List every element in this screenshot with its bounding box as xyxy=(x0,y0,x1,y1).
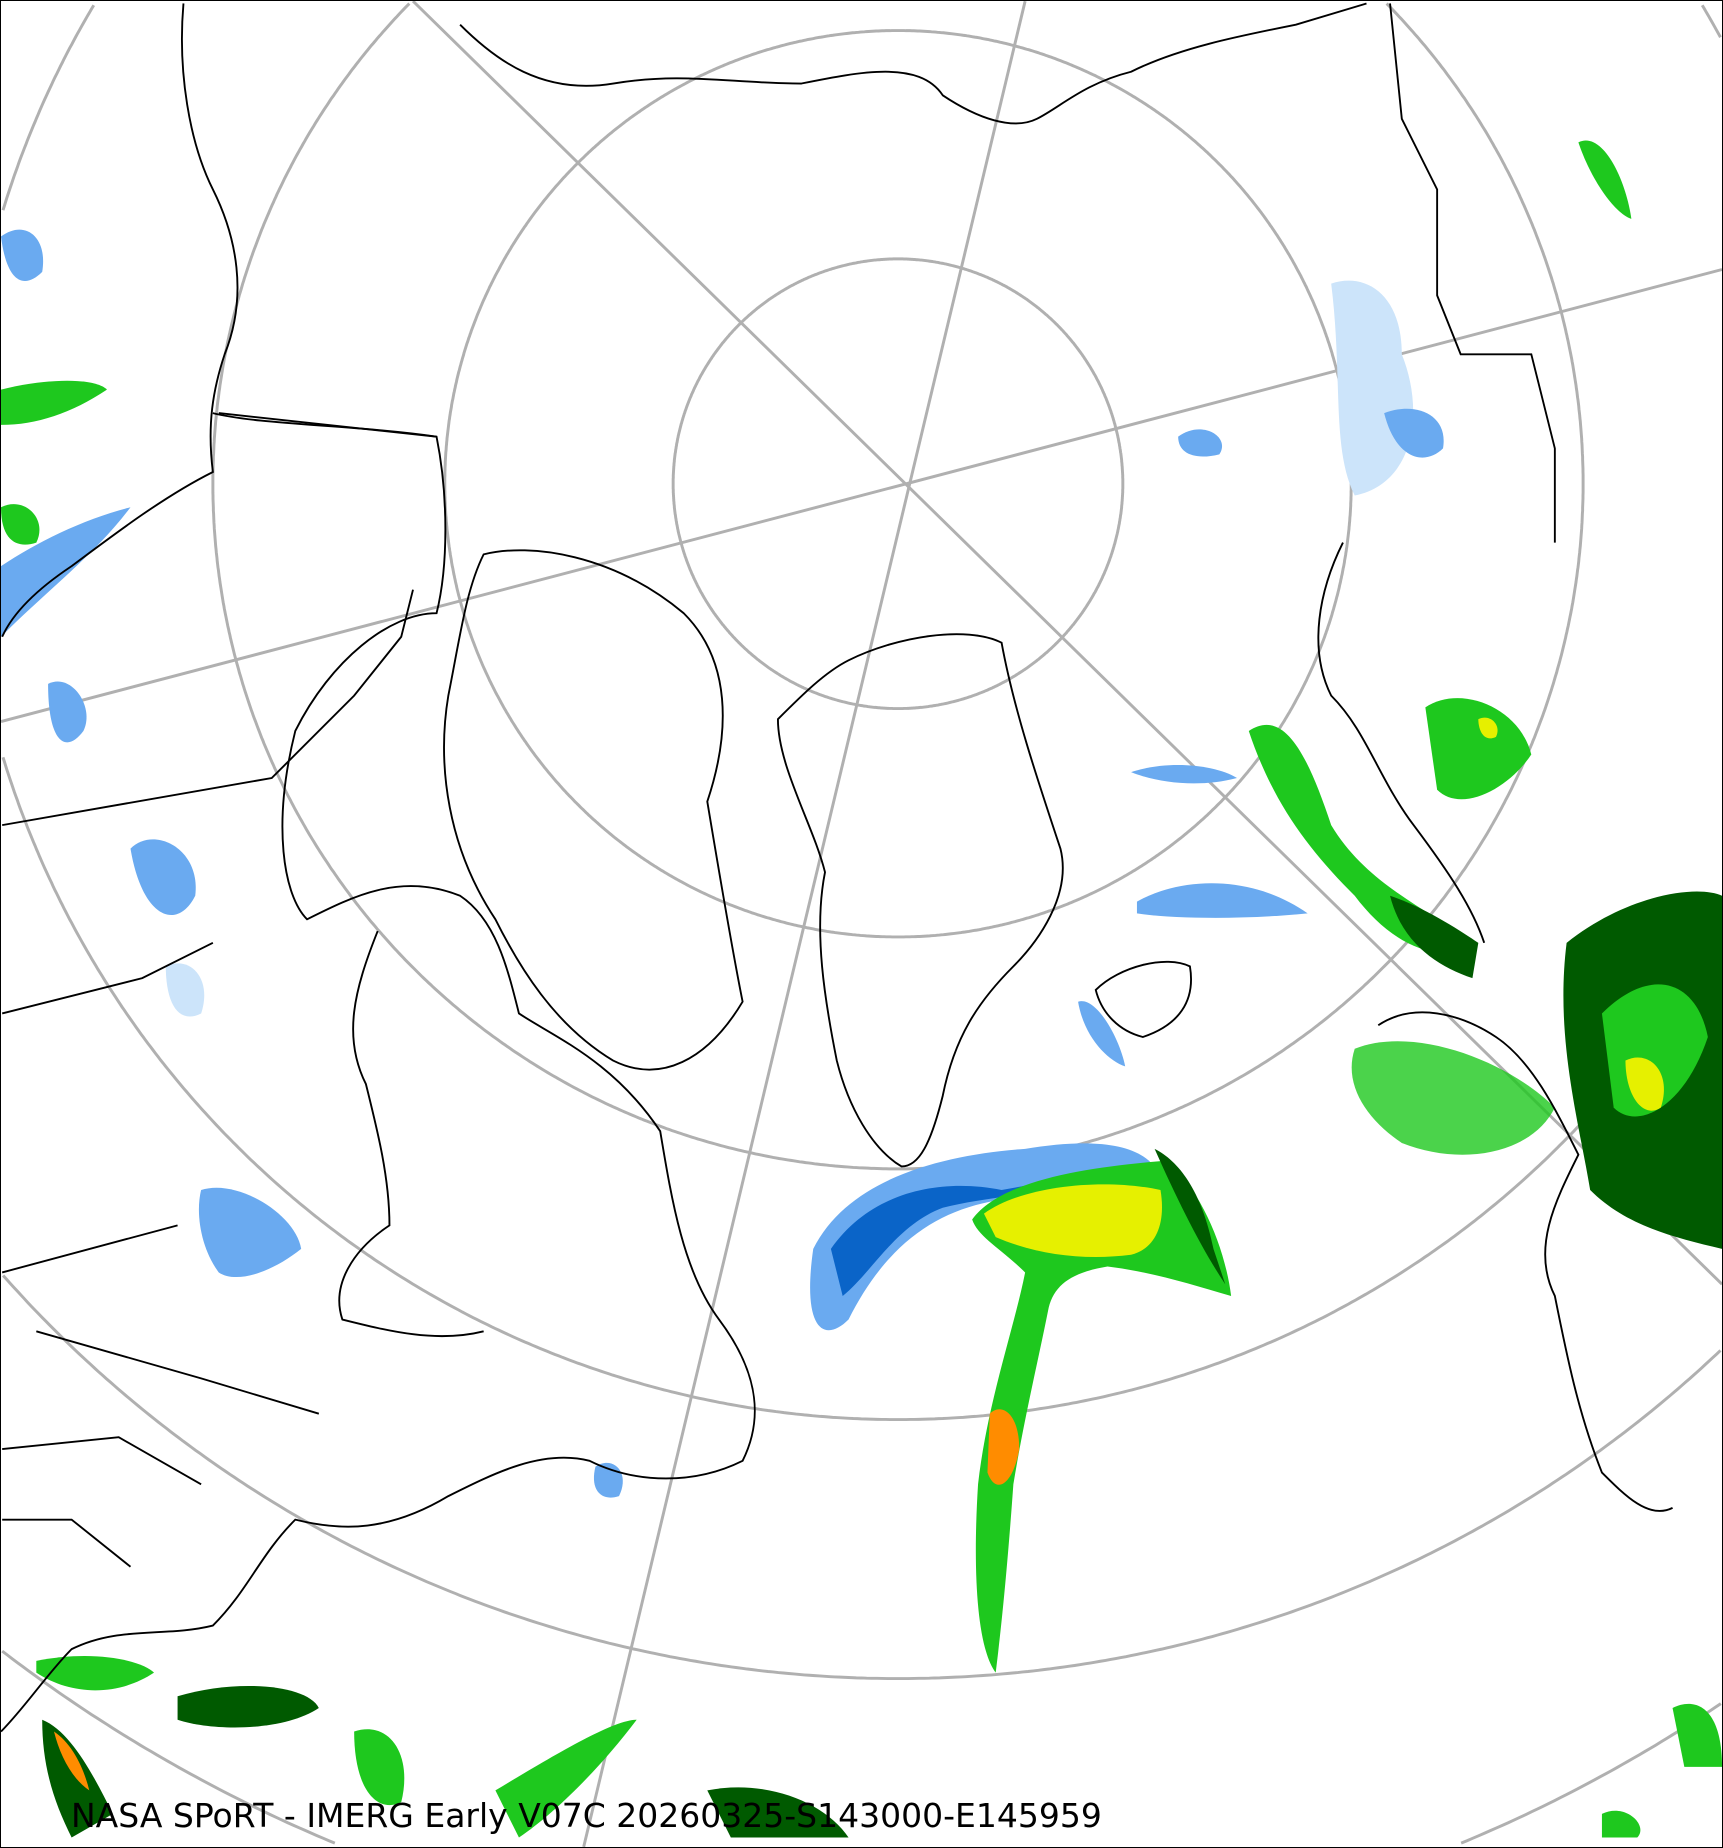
latitude-circle xyxy=(671,257,1125,711)
latitude-circle xyxy=(443,29,1353,939)
meridian-line xyxy=(582,1,1027,1847)
north-america-coast xyxy=(1,412,756,1733)
precipitation-rain xyxy=(1,140,1722,1838)
coastlines-and-borders xyxy=(1,2,1673,1733)
precipitation-snow xyxy=(1,229,1444,1498)
greenland-outline xyxy=(776,633,1064,1168)
us-state-borders xyxy=(1,941,320,1568)
scandinavia-coast xyxy=(1317,542,1486,944)
europe-coast xyxy=(1377,1011,1673,1512)
hudson-bay-outline xyxy=(338,930,484,1338)
latitude-circle xyxy=(2,1274,1722,1681)
alaska-canada-border xyxy=(218,412,437,438)
meridian-line xyxy=(1,268,1722,723)
latitude-circle xyxy=(1,4,1722,1422)
latitude-circle xyxy=(211,2,1585,1171)
product-caption: NASA SPoRT - IMERG Early V07C 20260325-S… xyxy=(71,1796,1102,1835)
siberia-coast xyxy=(459,2,1367,125)
meridian-line xyxy=(411,1,1722,1286)
alaska-coast xyxy=(1,3,239,638)
arctic-archipelago-outline xyxy=(443,549,744,1071)
canada-us-border xyxy=(2,589,414,827)
iceland-outline xyxy=(1094,960,1192,1038)
russia-border xyxy=(1389,3,1556,543)
